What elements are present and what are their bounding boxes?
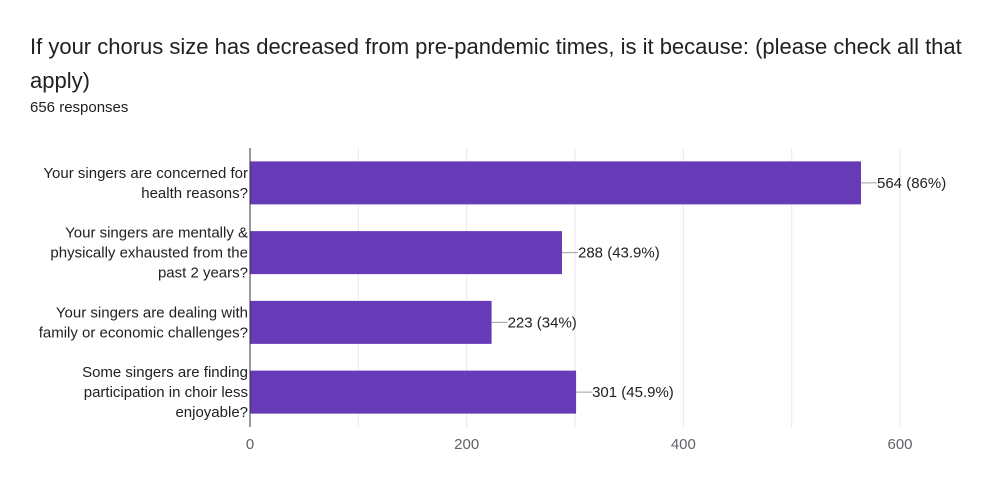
response-count: 656 responses [30,99,129,116]
data-label: 301 (45.9%) [592,384,674,401]
bar [250,370,577,414]
category-labels: Your singers are concerned for health rea… [39,165,248,421]
category-label: family or economic challenges? [39,324,248,341]
data-labels: 564 (86%) 288 (43.9%) 223 (34%) 301 (45.9%) [491,175,946,401]
bar [250,300,492,344]
bar [250,161,861,205]
x-tick-label: 400 [671,436,696,453]
category-label: Your singers are concerned for [43,165,248,182]
x-tick-label: 200 [454,436,479,453]
x-tick-label: 600 [887,436,912,453]
category-label: past 2 years? [158,265,248,282]
data-label: 564 (86%) [877,175,946,192]
data-label: 288 (43.9%) [578,245,660,262]
bars [250,161,861,414]
category-label: participation in choir less [84,384,248,401]
bar [250,231,562,275]
data-label: 223 (34%) [508,314,577,331]
category-label: enjoyable? [175,404,248,421]
chart-title: If your chorus size has decreased from p… [30,34,962,93]
x-tick-labels: 0 200 400 600 [246,436,913,453]
x-tick-label: 0 [246,436,254,453]
category-label: Your singers are mentally & [65,225,248,242]
category-label: physically exhausted from the [50,245,248,262]
category-label: health reasons? [141,185,248,202]
category-label: Your singers are dealing with [56,304,248,321]
category-label: Some singers are finding [82,364,248,381]
